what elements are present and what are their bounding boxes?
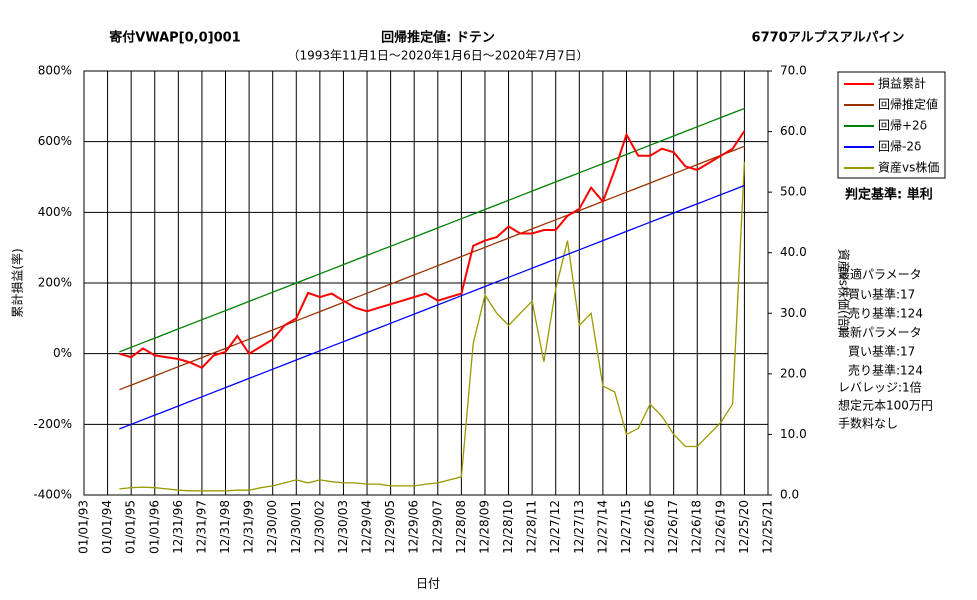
x-tick-label: 12/27/14 <box>595 500 609 554</box>
chart-subtitle: 回帰推定値: ドテン <box>381 30 495 46</box>
y-tick-label: 200% <box>38 276 72 290</box>
x-tick-label: 12/30/01 <box>289 500 303 554</box>
y-tick-label: 800% <box>38 64 72 78</box>
note: 手数料なし <box>838 416 898 431</box>
series-line <box>119 107 745 353</box>
x-tick-label: 01/01/93 <box>77 500 91 554</box>
y2-axis-label: 資産vs株価(倍) <box>837 249 852 332</box>
legend-label: 資産vs株価 <box>878 160 939 175</box>
y-tick-label: -200% <box>33 417 72 431</box>
y2-tick-label: 0.0 <box>780 488 799 502</box>
stock-name: 6770アルプスアルパイン <box>752 31 905 46</box>
x-tick-label: 12/31/97 <box>194 500 208 554</box>
note: 想定元本100万円 <box>838 398 933 413</box>
y2-tick-label: 20.0 <box>780 366 807 380</box>
x-tick-label: 12/28/08 <box>454 500 468 554</box>
x-axis-label: 日付 <box>416 577 440 591</box>
y-axis-label: 累計損益(率) <box>10 248 25 317</box>
x-tick-label: 01/01/95 <box>124 500 138 554</box>
y2-tick-label: 10.0 <box>780 427 807 441</box>
y-tick-label: -400% <box>33 488 72 502</box>
x-tick-label: 12/29/07 <box>430 500 444 554</box>
y-tick-label: 400% <box>38 205 72 219</box>
x-tick-label: 12/28/09 <box>477 500 491 554</box>
x-tick-label: 12/31/96 <box>171 500 185 554</box>
x-tick-label: 12/26/19 <box>713 500 727 554</box>
x-tick-label: 01/01/94 <box>100 500 114 554</box>
note: 売り基準:124 <box>848 306 923 321</box>
note: 売り基準:124 <box>848 363 923 378</box>
series-line <box>119 184 745 430</box>
legend-label: 回帰+2δ <box>878 119 927 133</box>
x-tick-label: 12/26/18 <box>690 500 704 554</box>
x-tick-label: 12/30/02 <box>312 500 326 554</box>
chart-title: 寄付VWAP[0,0]001 <box>109 30 240 46</box>
series-line <box>119 145 745 391</box>
legend-label: 回帰-2δ <box>878 140 921 154</box>
note: 買い基準:17 <box>848 344 915 359</box>
x-tick-label: 12/25/21 <box>761 500 775 554</box>
y2-tick-label: 60.0 <box>780 124 807 138</box>
x-tick-label: 12/30/00 <box>265 500 279 554</box>
x-tick-label: 12/27/13 <box>572 500 586 554</box>
note: 判定基準: 単利 <box>845 187 933 203</box>
x-tick-label: 12/26/17 <box>666 500 680 554</box>
series-line <box>119 161 746 492</box>
x-tick-label: 12/31/99 <box>242 500 256 554</box>
x-tick-label: 12/28/11 <box>525 500 539 554</box>
x-tick-label: 12/29/05 <box>383 500 397 554</box>
x-tick-label: 12/29/06 <box>407 500 421 554</box>
x-tick-label: 12/27/15 <box>619 500 633 554</box>
legend-label: 損益累計 <box>878 76 926 91</box>
x-tick-label: 12/29/04 <box>360 500 374 554</box>
x-tick-label: 12/27/12 <box>548 500 562 554</box>
note: 買い基準:17 <box>848 287 915 302</box>
x-tick-label: 01/01/96 <box>147 500 161 554</box>
x-tick-label: 12/28/10 <box>501 500 515 554</box>
x-tick-label: 12/31/98 <box>218 500 232 554</box>
note: 最適パラメータ <box>838 267 922 282</box>
y-tick-label: 600% <box>38 134 72 148</box>
note: レバレッジ:1倍 <box>838 380 922 395</box>
series-line <box>119 130 746 370</box>
x-tick-label: 12/30/03 <box>336 500 350 554</box>
y2-tick-label: 70.0 <box>780 64 807 78</box>
y-tick-label: 0% <box>53 346 72 360</box>
note: 最新パラメータ <box>838 325 922 340</box>
y2-tick-label: 30.0 <box>780 306 807 320</box>
period: （1993年11月1日～2020年1月6日～2020年7月7日） <box>287 49 588 63</box>
y2-tick-label: 50.0 <box>780 185 807 199</box>
y2-tick-label: 40.0 <box>780 245 807 259</box>
legend-label: 回帰推定値 <box>878 97 938 112</box>
x-tick-label: 12/25/20 <box>737 500 751 554</box>
x-tick-label: 12/26/16 <box>643 500 657 554</box>
